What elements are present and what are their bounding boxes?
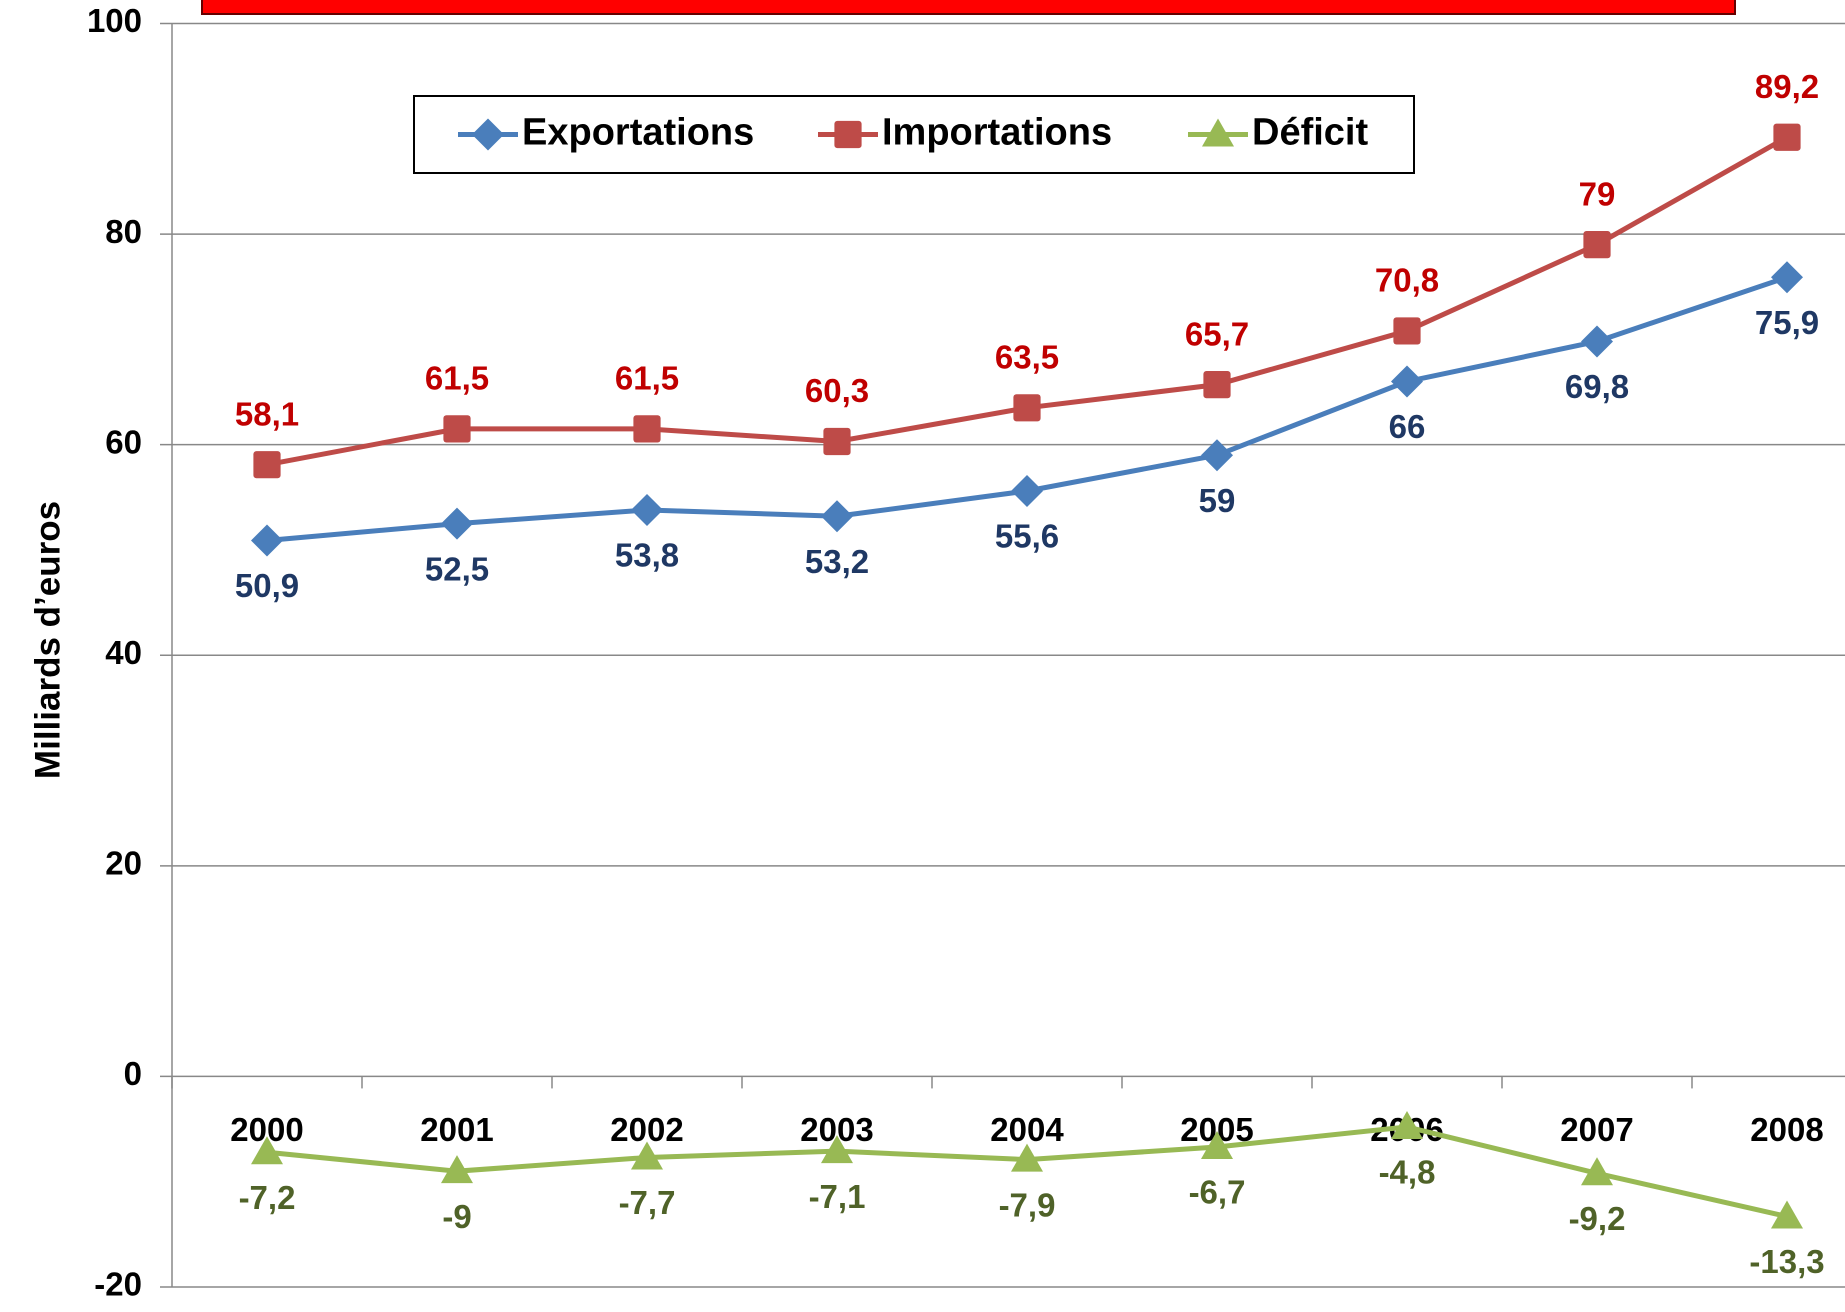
data-label: 69,8 [1565, 368, 1629, 405]
marker [1773, 123, 1801, 151]
marker [1203, 371, 1231, 399]
data-label: -7,2 [239, 1179, 296, 1216]
data-label: 70,8 [1375, 262, 1439, 299]
y-tick-label: 40 [105, 634, 142, 671]
x-tick-label: 2008 [1750, 1111, 1823, 1148]
data-label: 53,2 [805, 543, 869, 580]
data-label: 60,3 [805, 372, 869, 409]
title-banner [201, 0, 1736, 15]
data-label: -7,1 [809, 1178, 866, 1215]
data-label: 89,2 [1755, 68, 1819, 105]
marker [443, 415, 471, 443]
data-label: 53,8 [615, 537, 679, 574]
y-tick-label: 100 [87, 2, 142, 39]
y-tick-label: 20 [105, 845, 142, 882]
legend-label: Exportations [522, 112, 754, 154]
marker [1391, 365, 1423, 398]
marker [251, 524, 283, 557]
marker [821, 500, 853, 533]
marker [1011, 474, 1043, 507]
data-label: 59 [1199, 482, 1236, 519]
y-axis-label: Milliards d’euros [28, 501, 67, 779]
data-label: 79 [1579, 175, 1616, 212]
legend-label: Déficit [1252, 112, 1368, 154]
data-label: -6,7 [1189, 1174, 1246, 1211]
y-tick-label: -20 [94, 1266, 142, 1303]
marker [1393, 317, 1421, 345]
data-label: -4,8 [1379, 1154, 1436, 1191]
marker [1202, 118, 1234, 147]
data-label: 63,5 [995, 339, 1059, 376]
marker [441, 1155, 473, 1184]
data-label: 61,5 [425, 360, 489, 397]
y-tick-label: 0 [124, 1055, 142, 1092]
marker [1201, 439, 1233, 472]
marker [253, 451, 281, 479]
marker [823, 427, 851, 456]
marker [834, 120, 862, 149]
data-label: -9 [442, 1198, 471, 1235]
marker [631, 1141, 663, 1170]
marker [1771, 1200, 1803, 1229]
marker [1011, 1143, 1043, 1172]
marker [1581, 1157, 1613, 1186]
marker [1391, 1110, 1423, 1139]
x-tick-label: 2004 [990, 1111, 1064, 1148]
data-label: -7,7 [619, 1184, 676, 1221]
marker [1771, 261, 1803, 294]
data-label: 66 [1389, 408, 1426, 445]
marker [441, 507, 473, 540]
marker [1013, 394, 1041, 422]
marker [1583, 231, 1611, 259]
marker [472, 118, 504, 151]
x-tick-label: 2007 [1560, 1111, 1633, 1148]
data-label: 55,6 [995, 518, 1059, 555]
x-tick-label: 2001 [420, 1111, 493, 1148]
marker [633, 415, 661, 443]
marker [1201, 1130, 1233, 1159]
data-label: 52,5 [425, 550, 489, 587]
marker [631, 493, 663, 526]
data-label: -9,2 [1569, 1200, 1626, 1237]
data-label: 75,9 [1755, 304, 1819, 341]
y-tick-label: 60 [105, 423, 142, 460]
data-label: 50,9 [235, 567, 299, 604]
legend-label: Importations [882, 112, 1112, 154]
y-tick-label: 80 [105, 213, 142, 250]
data-label: -13,3 [1749, 1243, 1824, 1280]
data-label: 58,1 [235, 395, 299, 432]
data-label: 61,5 [615, 360, 679, 397]
marker [821, 1135, 853, 1164]
marker [1581, 325, 1613, 358]
data-label: -7,9 [999, 1186, 1056, 1223]
data-label: 65,7 [1185, 315, 1249, 352]
marker [251, 1136, 283, 1165]
